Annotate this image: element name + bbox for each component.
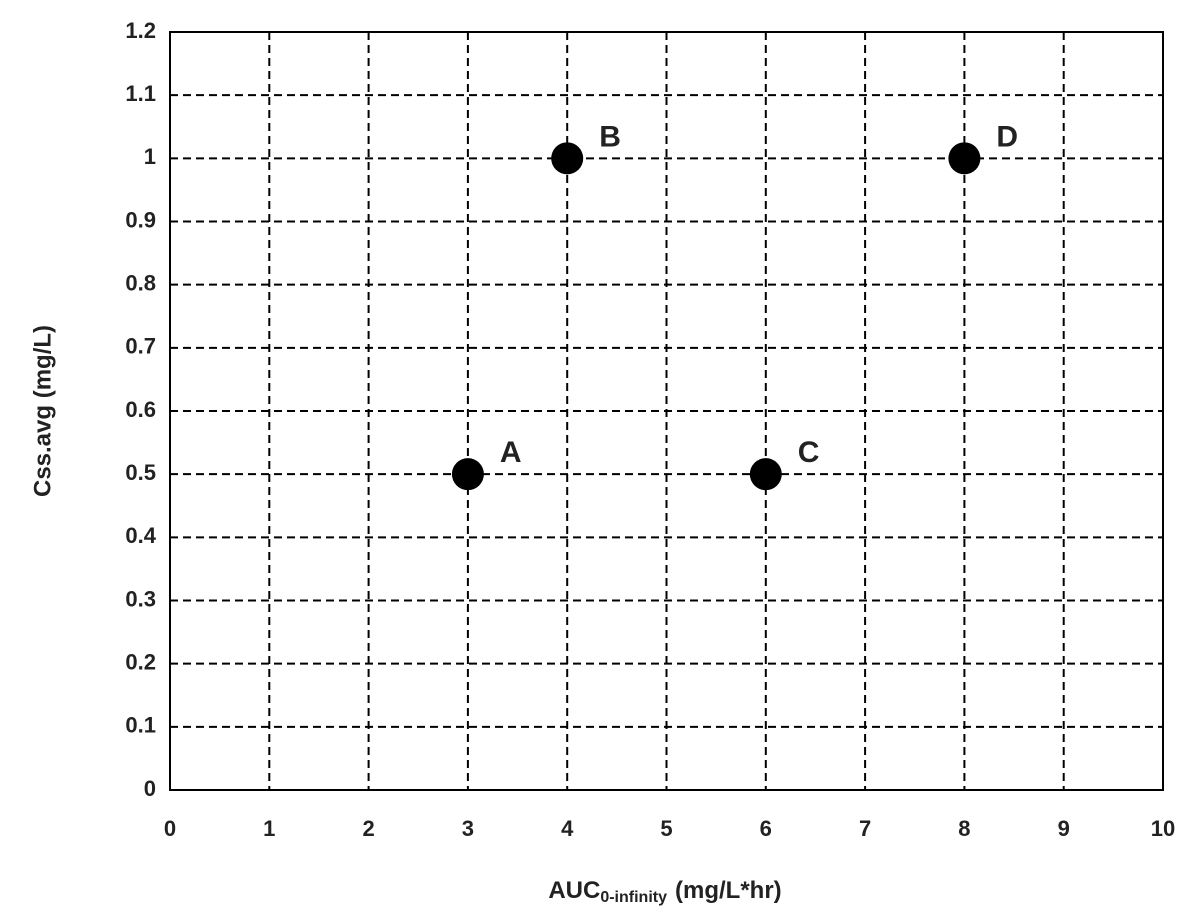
point-label: C: [798, 436, 820, 469]
data-point: [948, 142, 981, 175]
data-point: [749, 458, 782, 491]
y-tick-label: 0.9: [125, 207, 156, 232]
y-tick-label: 0.2: [125, 649, 156, 674]
x-tick-label: 7: [859, 816, 871, 841]
y-tick-label: 1.1: [125, 81, 156, 106]
x-tick-label: 1: [263, 816, 275, 841]
y-tick-label: 0.4: [125, 523, 156, 548]
y-tick-label: 0.5: [125, 460, 156, 485]
y-tick-label: 0.8: [125, 270, 156, 295]
x-axis-title: AUC0-infinity (mg/L*hr): [548, 877, 781, 906]
x-tick-label: 2: [362, 816, 374, 841]
x-tick-label: 4: [561, 816, 574, 841]
plot-border: [169, 31, 1164, 791]
y-tick-label: 0.7: [125, 334, 156, 359]
y-axis-title: Css.avg (mg/L): [29, 325, 56, 497]
point-label: A: [500, 436, 522, 469]
x-tick-label: 0: [164, 816, 176, 841]
y-tick-label: 0.6: [125, 397, 156, 422]
data-point: [451, 458, 484, 491]
y-tick-label: 1.2: [125, 18, 156, 43]
x-title-main: AUC: [548, 877, 600, 904]
point-label: B: [599, 120, 621, 153]
x-title-unit: (mg/L*hr): [675, 877, 782, 904]
x-title-subscript: 0-infinity: [600, 889, 667, 906]
data-point: [551, 142, 584, 175]
x-tick-label: 9: [1058, 816, 1070, 841]
y-tick-label: 0.3: [125, 586, 156, 611]
x-tick-label: 8: [958, 816, 970, 841]
x-tick-label: 3: [462, 816, 474, 841]
y-tick-label: 0: [144, 776, 156, 801]
x-tick-label: 6: [760, 816, 772, 841]
x-tick-label: 10: [1151, 816, 1175, 841]
y-tick-label: 0.1: [125, 713, 156, 738]
y-tick-label: 1: [144, 144, 156, 169]
x-tick-label: 5: [660, 816, 672, 841]
point-label: D: [996, 120, 1018, 153]
